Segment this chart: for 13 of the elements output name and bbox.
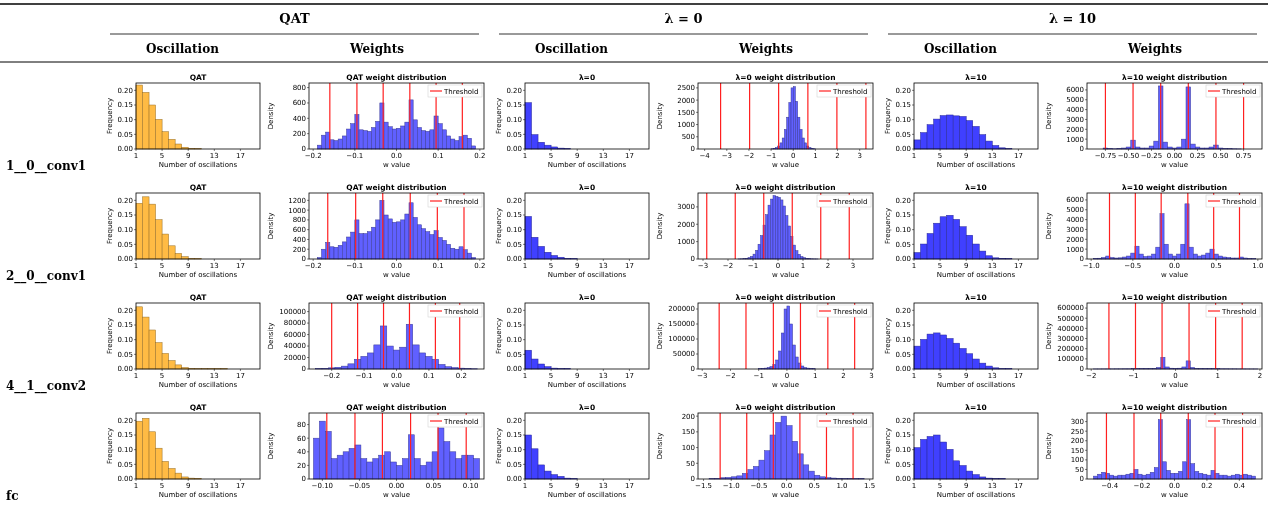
text: Weights xyxy=(348,42,405,56)
category-label: 2__0__conv1 xyxy=(6,269,87,283)
category-label: λ = 10 xyxy=(1048,11,1097,26)
category-label: λ = 0 xyxy=(664,11,703,26)
category-label: QAT xyxy=(279,11,311,26)
text: Oscillation xyxy=(146,42,220,56)
category-label: fc xyxy=(6,489,19,503)
category-label: 1__0__conv1 xyxy=(6,159,87,173)
text: Weights xyxy=(1126,42,1183,56)
text: Weights xyxy=(737,42,794,56)
category-label: 4__1__conv2 xyxy=(6,379,87,393)
text: Oscillation xyxy=(535,42,609,56)
text: Oscillation xyxy=(924,42,998,56)
